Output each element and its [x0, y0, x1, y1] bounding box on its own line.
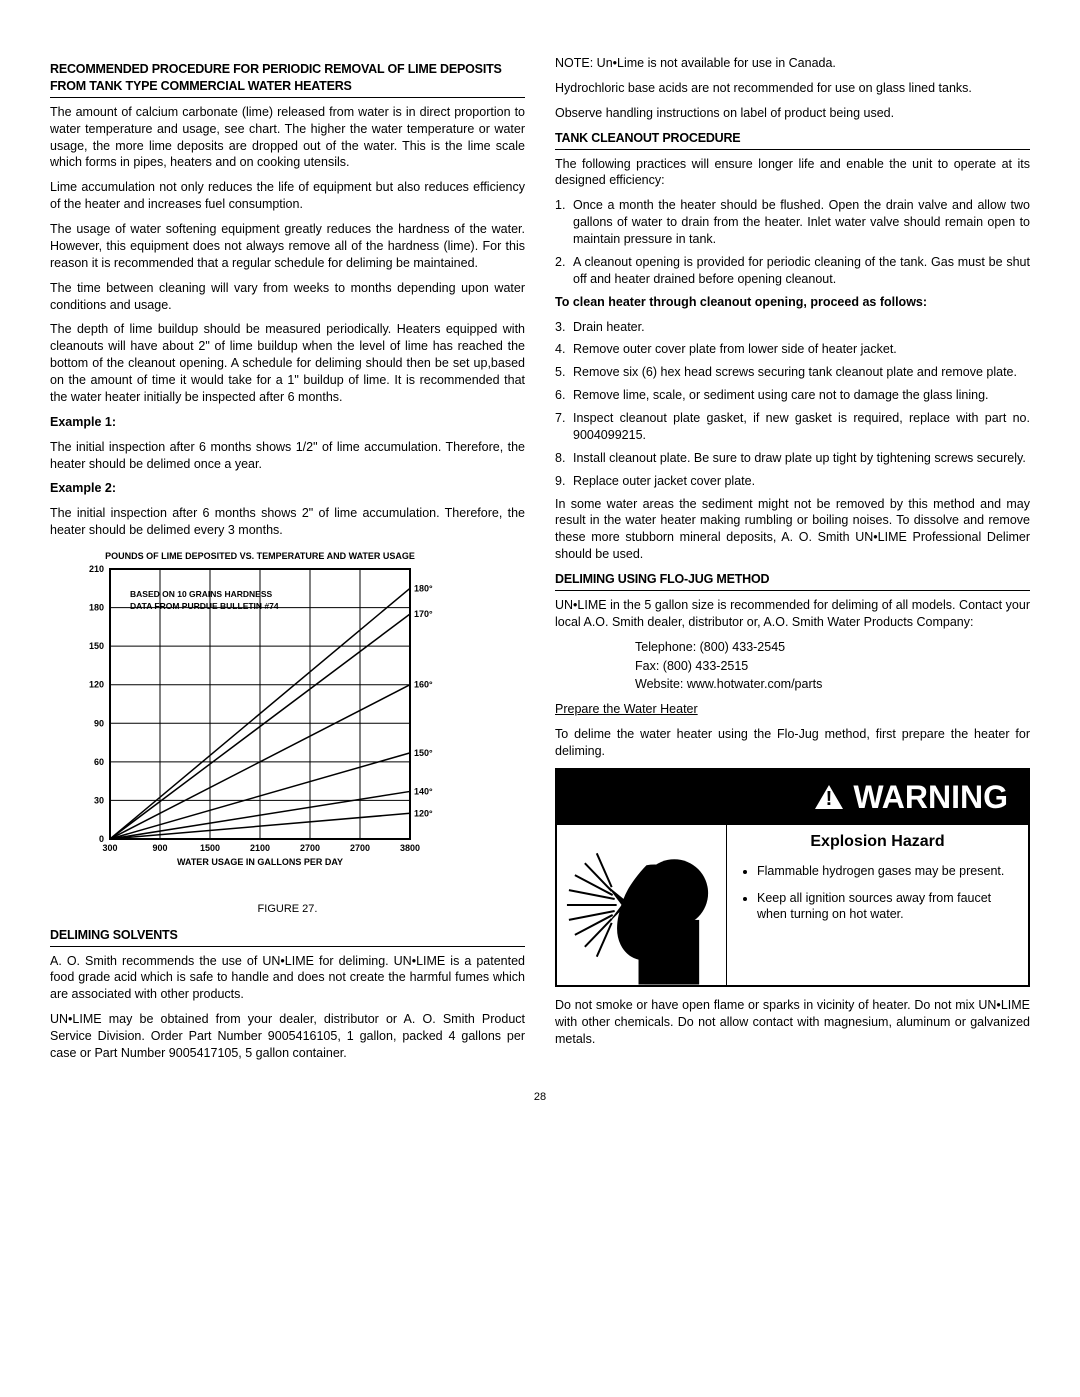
- warning-bullets: Flammable hydrogen gases may be present.…: [739, 863, 1016, 924]
- list-item: 2.A cleanout opening is provided for per…: [555, 254, 1030, 288]
- para: UN•LIME may be obtained from your dealer…: [50, 1011, 525, 1062]
- para: A. O. Smith recommends the use of UN•LIM…: [50, 953, 525, 1004]
- warning-body: Explosion Hazard Flammable hydrogen gase…: [557, 825, 1028, 985]
- para: NOTE: Un•Lime is not available for use i…: [555, 55, 1030, 72]
- warning-pictogram: [557, 825, 727, 985]
- list-item: 4.Remove outer cover plate from lower si…: [555, 341, 1030, 358]
- lime-chart: POUNDS OF LIME DEPOSITED VS. TEMPERATURE…: [70, 549, 505, 894]
- example-1-text: The initial inspection after 6 months sh…: [50, 439, 525, 473]
- svg-text:150: 150: [89, 641, 104, 651]
- svg-text:2700: 2700: [350, 843, 370, 853]
- svg-text:30: 30: [94, 795, 104, 805]
- para: Hydrochloric base acids are not recommen…: [555, 80, 1030, 97]
- svg-text:!: !: [826, 788, 833, 810]
- para: Observe handling instructions on label o…: [555, 105, 1030, 122]
- right-column: NOTE: Un•Lime is not available for use i…: [555, 55, 1030, 1070]
- warning-bullet: Flammable hydrogen gases may be present.: [757, 863, 1016, 880]
- para: The usage of water softening equipment g…: [50, 221, 525, 272]
- contact-website: Website: www.hotwater.com/parts: [555, 676, 1030, 693]
- svg-text:120: 120: [89, 680, 104, 690]
- left-column: RECOMMENDED PROCEDURE FOR PERIODIC REMOV…: [50, 55, 525, 1070]
- tank-cleanout-list-1: 1.Once a month the heater should be flus…: [555, 197, 1030, 287]
- svg-text:180°: 180°: [414, 583, 433, 593]
- svg-text:1500: 1500: [200, 843, 220, 853]
- svg-text:3800: 3800: [400, 843, 420, 853]
- warning-subtitle: Explosion Hazard: [739, 831, 1016, 853]
- list-item: 1.Once a month the heater should be flus…: [555, 197, 1030, 248]
- heading-tank-cleanout: TANK CLEANOUT PROCEDURE: [555, 130, 1030, 150]
- warning-box: ! WARNING: [555, 768, 1030, 987]
- para: The amount of calcium carbonate (lime) r…: [50, 104, 525, 172]
- para: Do not smoke or have open flame or spark…: [555, 997, 1030, 1048]
- para: The following practices will ensure long…: [555, 156, 1030, 190]
- prepare-heading: Prepare the Water Heater: [555, 701, 1030, 718]
- tank-cleanout-list-2: 3.Drain heater. 4.Remove outer cover plat…: [555, 319, 1030, 490]
- svg-text:120°: 120°: [414, 808, 433, 818]
- example-2-label: Example 2:: [50, 480, 525, 497]
- list-item: 7.Inspect cleanout plate gasket, if new …: [555, 410, 1030, 444]
- lime-chart-svg: POUNDS OF LIME DEPOSITED VS. TEMPERATURE…: [70, 549, 450, 889]
- svg-text:300: 300: [102, 843, 117, 853]
- page-number: 28: [50, 1090, 1030, 1105]
- warning-triangle-icon: !: [813, 783, 845, 811]
- example-1-label: Example 1:: [50, 414, 525, 431]
- para: The time between cleaning will vary from…: [50, 280, 525, 314]
- svg-text:60: 60: [94, 757, 104, 767]
- svg-text:90: 90: [94, 718, 104, 728]
- document-page: RECOMMENDED PROCEDURE FOR PERIODIC REMOV…: [50, 55, 1030, 1070]
- figure-label: FIGURE 27.: [50, 902, 525, 917]
- para: Lime accumulation not only reduces the l…: [50, 179, 525, 213]
- warning-title: WARNING: [853, 776, 1008, 819]
- para: The depth of lime buildup should be meas…: [50, 321, 525, 405]
- clean-heater-bold: To clean heater through cleanout opening…: [555, 294, 1030, 311]
- para: In some water areas the sediment might n…: [555, 496, 1030, 564]
- list-item: 8.Install cleanout plate. Be sure to dra…: [555, 450, 1030, 467]
- heading-flo-jug: DELIMING USING FLO-JUG METHOD: [555, 571, 1030, 591]
- list-item: 6.Remove lime, scale, or sediment using …: [555, 387, 1030, 404]
- warning-text: Explosion Hazard Flammable hydrogen gase…: [727, 825, 1028, 985]
- heading-deliming-solvents: DELIMING SOLVENTS: [50, 927, 525, 947]
- svg-text:170°: 170°: [414, 609, 433, 619]
- svg-text:WATER USAGE IN GALLONS PER DAY: WATER USAGE IN GALLONS PER DAY: [177, 857, 343, 867]
- svg-text:2700: 2700: [300, 843, 320, 853]
- svg-text:900: 900: [152, 843, 167, 853]
- svg-text:POUNDS OF LIME DEPOSITED VS. T: POUNDS OF LIME DEPOSITED VS. TEMPERATURE…: [105, 551, 415, 561]
- explosion-person-icon: [557, 825, 726, 985]
- warning-header: ! WARNING: [557, 770, 1028, 825]
- svg-text:2100: 2100: [250, 843, 270, 853]
- svg-text:140°: 140°: [414, 786, 433, 796]
- svg-text:210: 210: [89, 564, 104, 574]
- svg-text:150°: 150°: [414, 748, 433, 758]
- list-item: 9.Replace outer jacket cover plate.: [555, 473, 1030, 490]
- svg-text:160°: 160°: [414, 680, 433, 690]
- svg-text:180: 180: [89, 603, 104, 613]
- example-2-text: The initial inspection after 6 months sh…: [50, 505, 525, 539]
- para: To delime the water heater using the Flo…: [555, 726, 1030, 760]
- contact-telephone: Telephone: (800) 433-2545: [555, 639, 1030, 656]
- list-item: 3.Drain heater.: [555, 319, 1030, 336]
- svg-text:BASED ON 10 GRAINS HARDNESS: BASED ON 10 GRAINS HARDNESS: [130, 589, 272, 599]
- contact-fax: Fax: (800) 433-2515: [555, 658, 1030, 675]
- svg-text:DATA FROM PURDUE BULLETIN #74: DATA FROM PURDUE BULLETIN #74: [130, 601, 279, 611]
- warning-bullet: Keep all ignition sources away from fauc…: [757, 890, 1016, 924]
- heading-recommended-procedure: RECOMMENDED PROCEDURE FOR PERIODIC REMOV…: [50, 61, 525, 98]
- list-item: 5.Remove six (6) hex head screws securin…: [555, 364, 1030, 381]
- para: UN•LIME in the 5 gallon size is recommen…: [555, 597, 1030, 631]
